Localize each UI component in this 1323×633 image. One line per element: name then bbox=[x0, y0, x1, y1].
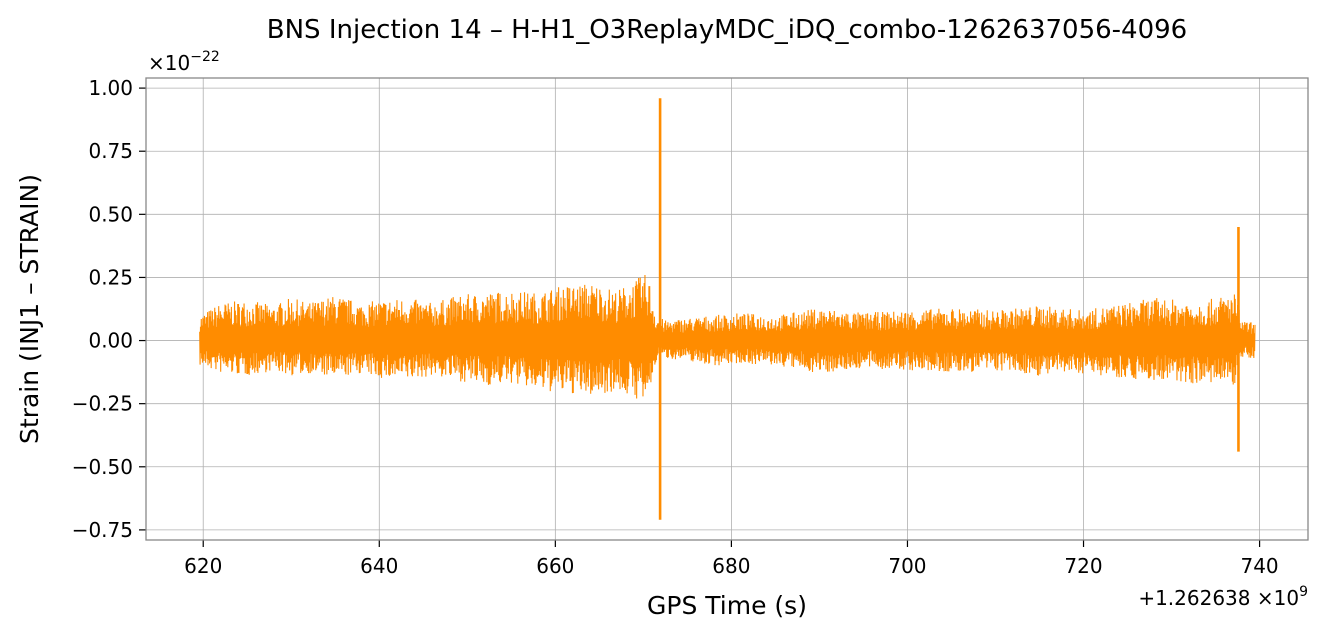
plot-frame bbox=[145, 77, 1309, 541]
x-tick-label: 660 bbox=[536, 554, 574, 578]
series-layer bbox=[199, 98, 1256, 520]
y-tick-label: −0.50 bbox=[72, 455, 133, 479]
x-axis-label: GPS Time (s) bbox=[647, 591, 807, 620]
y-tick-label: 0.00 bbox=[88, 329, 133, 353]
y-tick-label: −0.75 bbox=[72, 518, 133, 542]
svg-text:+1.262638 ×109: +1.262638 ×109 bbox=[1138, 584, 1308, 610]
y-axis-label: Strain (INJ1 – STRAIN) bbox=[15, 174, 44, 444]
chart-title: BNS Injection 14 – H-H1_O3ReplayMDC_iDQ_… bbox=[267, 15, 1187, 45]
x-tick-label: 720 bbox=[1064, 554, 1102, 578]
x-axis-ticks: 620 640 660 680 700 720 740 bbox=[184, 540, 1279, 578]
y-tick-label: 0.75 bbox=[88, 139, 133, 163]
y-tick-label: −0.25 bbox=[72, 392, 133, 416]
svg-text:×10−22: ×10−22 bbox=[148, 49, 220, 75]
strain-trace bbox=[199, 274, 1256, 399]
grid bbox=[146, 78, 1308, 540]
y-tick-label: 0.25 bbox=[88, 265, 133, 289]
x-tick-label: 640 bbox=[360, 554, 398, 578]
x-offset-label: +1.262638 ×109 bbox=[1138, 584, 1308, 610]
x-tick-label: 700 bbox=[888, 554, 926, 578]
x-tick-label: 620 bbox=[184, 554, 222, 578]
y-axis-ticks: −0.75 −0.50 −0.25 0.00 0.25 0.50 0.75 1.00 bbox=[72, 76, 146, 542]
x-tick-label: 680 bbox=[712, 554, 750, 578]
y-tick-label: 1.00 bbox=[88, 76, 133, 100]
y-scale-factor: ×10−22 bbox=[148, 49, 220, 75]
x-tick-label: 740 bbox=[1240, 554, 1278, 578]
y-tick-label: 0.50 bbox=[88, 202, 133, 226]
